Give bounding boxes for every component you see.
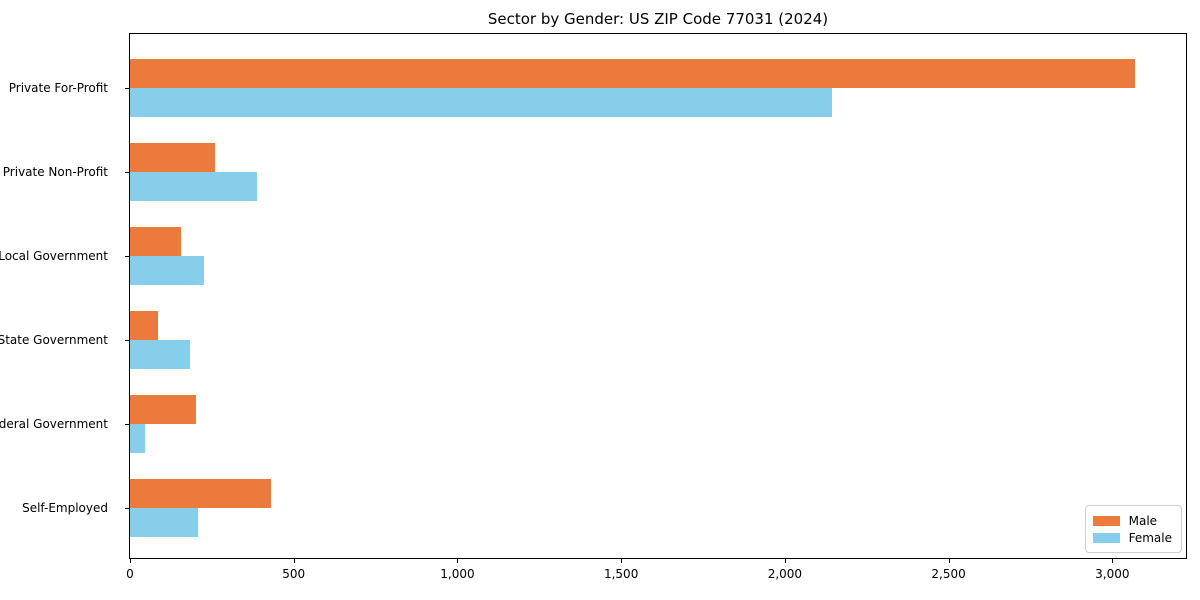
bar-male-4 bbox=[130, 395, 197, 424]
xtick-mark bbox=[130, 559, 131, 563]
ytick-mark bbox=[125, 256, 129, 257]
bar-male-3 bbox=[130, 311, 158, 340]
ytick-mark bbox=[125, 424, 129, 425]
legend: Male Female bbox=[1084, 505, 1182, 553]
xtick-mark bbox=[784, 559, 786, 563]
ytick-label: Self-Employed bbox=[22, 501, 108, 515]
xtick-mark bbox=[457, 559, 459, 563]
ytick-label: Federal Government bbox=[0, 417, 108, 431]
xtick-label: 500 bbox=[282, 567, 306, 581]
bar-female-4 bbox=[130, 424, 146, 453]
ytick-label: Private Non-Profit bbox=[2, 165, 108, 179]
ytick-label: State Government bbox=[0, 333, 108, 347]
legend-item-male: Male bbox=[1092, 512, 1172, 529]
xtick-mark bbox=[948, 559, 950, 563]
ytick-label: Private For-Profit bbox=[8, 81, 108, 95]
bar-male-2 bbox=[130, 227, 182, 256]
bar-female-0 bbox=[130, 88, 833, 117]
bar-male-5 bbox=[130, 479, 272, 508]
legend-label-male: Male bbox=[1128, 513, 1158, 528]
bar-female-1 bbox=[130, 172, 258, 201]
ytick-mark bbox=[125, 340, 129, 341]
legend-item-female: Female bbox=[1092, 529, 1172, 546]
xtick-mark bbox=[1112, 559, 1114, 563]
bar-female-2 bbox=[130, 256, 205, 285]
bar-male-0 bbox=[130, 59, 1136, 88]
xtick-label: 1,500 bbox=[603, 567, 639, 581]
chart-title: Sector by Gender: US ZIP Code 77031 (202… bbox=[487, 10, 829, 28]
xtick-label: 2,500 bbox=[931, 567, 966, 581]
female-swatch-icon bbox=[1092, 532, 1120, 543]
bar-female-5 bbox=[130, 508, 198, 537]
ytick-mark bbox=[125, 508, 129, 509]
legend-label-female: Female bbox=[1128, 530, 1172, 545]
ytick-label: Local Government bbox=[0, 249, 108, 263]
bar-female-3 bbox=[130, 340, 191, 369]
ytick-mark bbox=[125, 172, 129, 173]
bar-male-1 bbox=[130, 143, 216, 172]
xtick-label: 3,000 bbox=[1095, 567, 1130, 581]
plot-area: Male Female Private For-Profit Private No… bbox=[0, 33, 1187, 581]
ytick-mark bbox=[125, 88, 129, 89]
xtick-mark bbox=[293, 559, 295, 563]
xtick-label: 1,000 bbox=[440, 567, 475, 581]
xtick-label: 0 bbox=[126, 567, 134, 581]
male-swatch-icon bbox=[1092, 515, 1120, 526]
xtick-mark bbox=[621, 559, 623, 563]
xtick-label: 2,000 bbox=[767, 567, 803, 581]
